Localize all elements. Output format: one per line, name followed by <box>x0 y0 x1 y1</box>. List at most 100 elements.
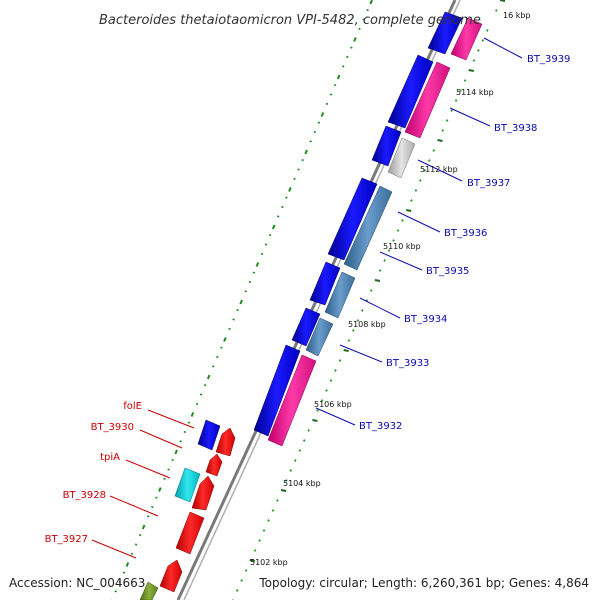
leader-bt3937 <box>417 159 463 182</box>
label-bt3936[interactable]: BT_3936 <box>444 228 487 239</box>
inner-track-tick <box>365 299 369 302</box>
label-fole[interactable]: folE <box>123 401 142 412</box>
gene-bt3936-partner[interactable] <box>343 185 393 271</box>
outer-track-dot <box>141 524 146 530</box>
leader-bt3938 <box>449 107 491 127</box>
outer-track-dot <box>179 440 182 443</box>
label-bt3937[interactable]: BT_3937 <box>467 178 510 189</box>
outer-track-dot <box>118 580 122 584</box>
outer-track-dot <box>353 37 357 42</box>
inner-track-tick <box>262 529 266 532</box>
gene-bt3932-arrow[interactable] <box>253 344 301 437</box>
gene-bt3932-partner[interactable] <box>267 354 317 447</box>
outer-track-dot <box>362 18 365 21</box>
inner-track-tick <box>285 479 288 482</box>
inner-track-tick <box>271 509 275 512</box>
scale-label-5102: 5102 kbp <box>250 558 288 567</box>
gene-olive-arrow[interactable] <box>139 581 159 600</box>
outer-dotted-track <box>110 0 373 600</box>
inner-track-tick <box>392 239 395 242</box>
inner-track-tick <box>419 179 422 182</box>
gene-bt3934-arrow[interactable] <box>291 307 321 347</box>
outer-track-dot <box>333 83 337 87</box>
inner-track-tick <box>427 159 431 162</box>
inner-track-tick <box>378 269 382 272</box>
outer-track-dot <box>212 365 215 368</box>
outer-track-dot <box>297 168 300 171</box>
outer-track-dot <box>244 290 247 293</box>
outer-track-dot <box>277 215 280 218</box>
label-bt3935[interactable]: BT_3935 <box>426 266 469 277</box>
inner-track-tick <box>329 379 333 382</box>
inner-track-tick <box>423 169 427 172</box>
inner-track-tick <box>249 559 256 562</box>
label-bt3927[interactable]: BT_3927 <box>45 534 88 545</box>
label-bt3938[interactable]: BT_3938 <box>494 123 537 134</box>
gene-bt3927-arrow[interactable] <box>159 559 183 593</box>
inner-track-tick <box>258 539 261 542</box>
gene-fole-arrow[interactable] <box>197 419 221 451</box>
gene-bt3935-arrow[interactable] <box>309 261 341 306</box>
inner-track-tick <box>445 119 449 122</box>
inner-track-tick <box>325 389 328 392</box>
outer-track-dot <box>304 149 308 155</box>
scale-label-5114: 5114 kbp <box>456 88 494 97</box>
gene-bt3934-partner[interactable] <box>305 317 334 357</box>
inner-track-tick <box>347 339 351 342</box>
label-bt3928[interactable]: BT_3928 <box>63 490 106 501</box>
outer-track-dot <box>239 299 243 305</box>
outer-track-dot <box>130 552 134 556</box>
scale-label-5108: 5108 kbp <box>348 320 386 329</box>
outer-track-dot <box>232 318 235 321</box>
gene-bt3929-arrow[interactable] <box>205 453 223 477</box>
gene-tpia-arrow[interactable] <box>174 467 201 503</box>
inner-track-tick <box>454 99 458 102</box>
inner-track-tick <box>494 9 498 12</box>
leader-bt3933 <box>339 344 383 363</box>
outer-track-dot <box>190 412 195 417</box>
inner-track-tick <box>406 209 412 212</box>
label-bt3930[interactable]: BT_3930 <box>91 422 134 433</box>
outer-track-dot <box>158 487 162 492</box>
gene-bt3938-arrow[interactable] <box>387 54 434 129</box>
label-tpia[interactable]: tpiA <box>100 452 120 463</box>
outer-track-dot <box>309 140 312 143</box>
inner-track-tick <box>450 109 453 112</box>
outer-track-dot <box>220 346 223 349</box>
inner-track-tick <box>316 409 319 412</box>
gene-bt3930-arrow[interactable] <box>215 427 236 457</box>
inner-track-tick <box>374 279 381 282</box>
map-title: Bacteroides thetaiotaomicron VPI-5482, c… <box>99 13 481 28</box>
outer-track-dot <box>336 74 341 80</box>
scale-label-5106: 5106 kbp <box>314 400 352 409</box>
gene-bt3937-arrow[interactable] <box>371 125 402 167</box>
label-bt3933[interactable]: BT_3933 <box>386 358 429 369</box>
inner-track-tick <box>396 229 400 232</box>
label-bt3932[interactable]: BT_3932 <box>359 421 402 432</box>
inner-track-tick <box>414 189 418 192</box>
gene-bt3939-arrow[interactable] <box>427 11 463 55</box>
inner-track-tick <box>289 469 293 472</box>
gene-labels: BT_3939 BT_3938 BT_3937 BT_3936 BT_3935 … <box>45 37 570 559</box>
inner-track-tick <box>472 59 476 62</box>
inner-track-tick <box>410 199 413 202</box>
gene-bt3935-partner[interactable] <box>324 271 356 319</box>
gene-bt3928-arrow[interactable] <box>175 511 205 555</box>
gene-bt3937-partner[interactable] <box>387 137 416 179</box>
outer-track-dot <box>125 562 130 567</box>
label-bt3934[interactable]: BT_3934 <box>404 314 447 325</box>
outer-track-dot <box>293 177 296 181</box>
gene-bt3936-arrow[interactable] <box>327 177 378 261</box>
leader-bt3935 <box>379 251 423 271</box>
leader-tpia <box>125 459 171 479</box>
inner-track-tick <box>267 519 270 522</box>
outer-track-dot <box>163 477 166 481</box>
gene-bt3928-arrow-a[interactable] <box>191 475 215 511</box>
inner-track-tick <box>383 259 386 262</box>
outer-track-dot <box>358 27 361 31</box>
inner-track-tick <box>338 359 342 362</box>
label-bt3939[interactable]: BT_3939 <box>527 54 570 65</box>
gene-bt3938-partner[interactable] <box>404 61 451 139</box>
outer-track-dot <box>147 515 150 518</box>
